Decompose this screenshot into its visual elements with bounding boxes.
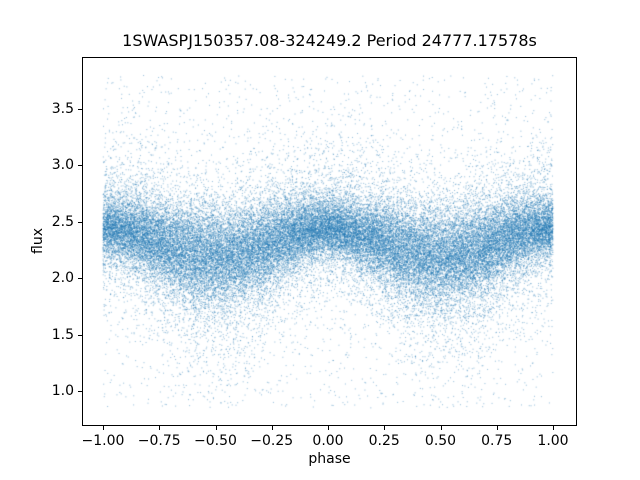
y-tick-label: 1.0 (51, 383, 74, 399)
y-tick-label: 3.0 (51, 157, 74, 174)
chart-title: 1SWASPJ150357.08-324249.2 Period 24777.1… (122, 31, 537, 50)
x-tick-mark (159, 426, 161, 430)
y-tick-label: 3.5 (51, 100, 74, 117)
y-axis-label: flux (30, 228, 46, 254)
x-tick-label: 1.00 (537, 433, 569, 449)
x-tick-mark (103, 426, 104, 430)
scatter-points-canvas (82, 57, 577, 426)
x-tick-label: 0.75 (481, 433, 513, 449)
y-tick-mark (78, 334, 82, 336)
x-tick-mark (496, 426, 498, 430)
x-tick-mark (384, 426, 386, 430)
y-tick-mark (78, 278, 82, 280)
y-tick-mark (78, 391, 82, 392)
y-tick-label: 1.5 (51, 326, 74, 343)
x-tick-label: −0.50 (194, 433, 237, 449)
x-axis-label: phase (308, 451, 351, 467)
y-tick-mark (78, 165, 82, 167)
y-tick-mark (78, 108, 82, 110)
x-tick-mark (215, 426, 217, 430)
x-tick-label: 0.25 (368, 433, 400, 449)
right-spine (576, 57, 577, 426)
y-tick-label: 2.5 (51, 213, 74, 230)
x-tick-mark (271, 426, 273, 430)
x-tick-mark (328, 426, 329, 430)
x-tick-label: −0.75 (137, 433, 181, 449)
y-tick-label: 2.0 (51, 270, 74, 287)
left-spine (82, 57, 83, 426)
x-tick-mark (440, 426, 442, 430)
top-spine (82, 57, 577, 58)
x-tick-label: 0.00 (312, 433, 344, 449)
x-tick-label: −0.25 (250, 433, 294, 449)
x-tick-mark (553, 426, 554, 430)
plot-area (82, 57, 577, 426)
bottom-spine (82, 425, 577, 426)
x-tick-label: 0.50 (424, 433, 457, 449)
y-tick-mark (78, 221, 82, 223)
x-tick-label: −1.00 (81, 433, 125, 449)
